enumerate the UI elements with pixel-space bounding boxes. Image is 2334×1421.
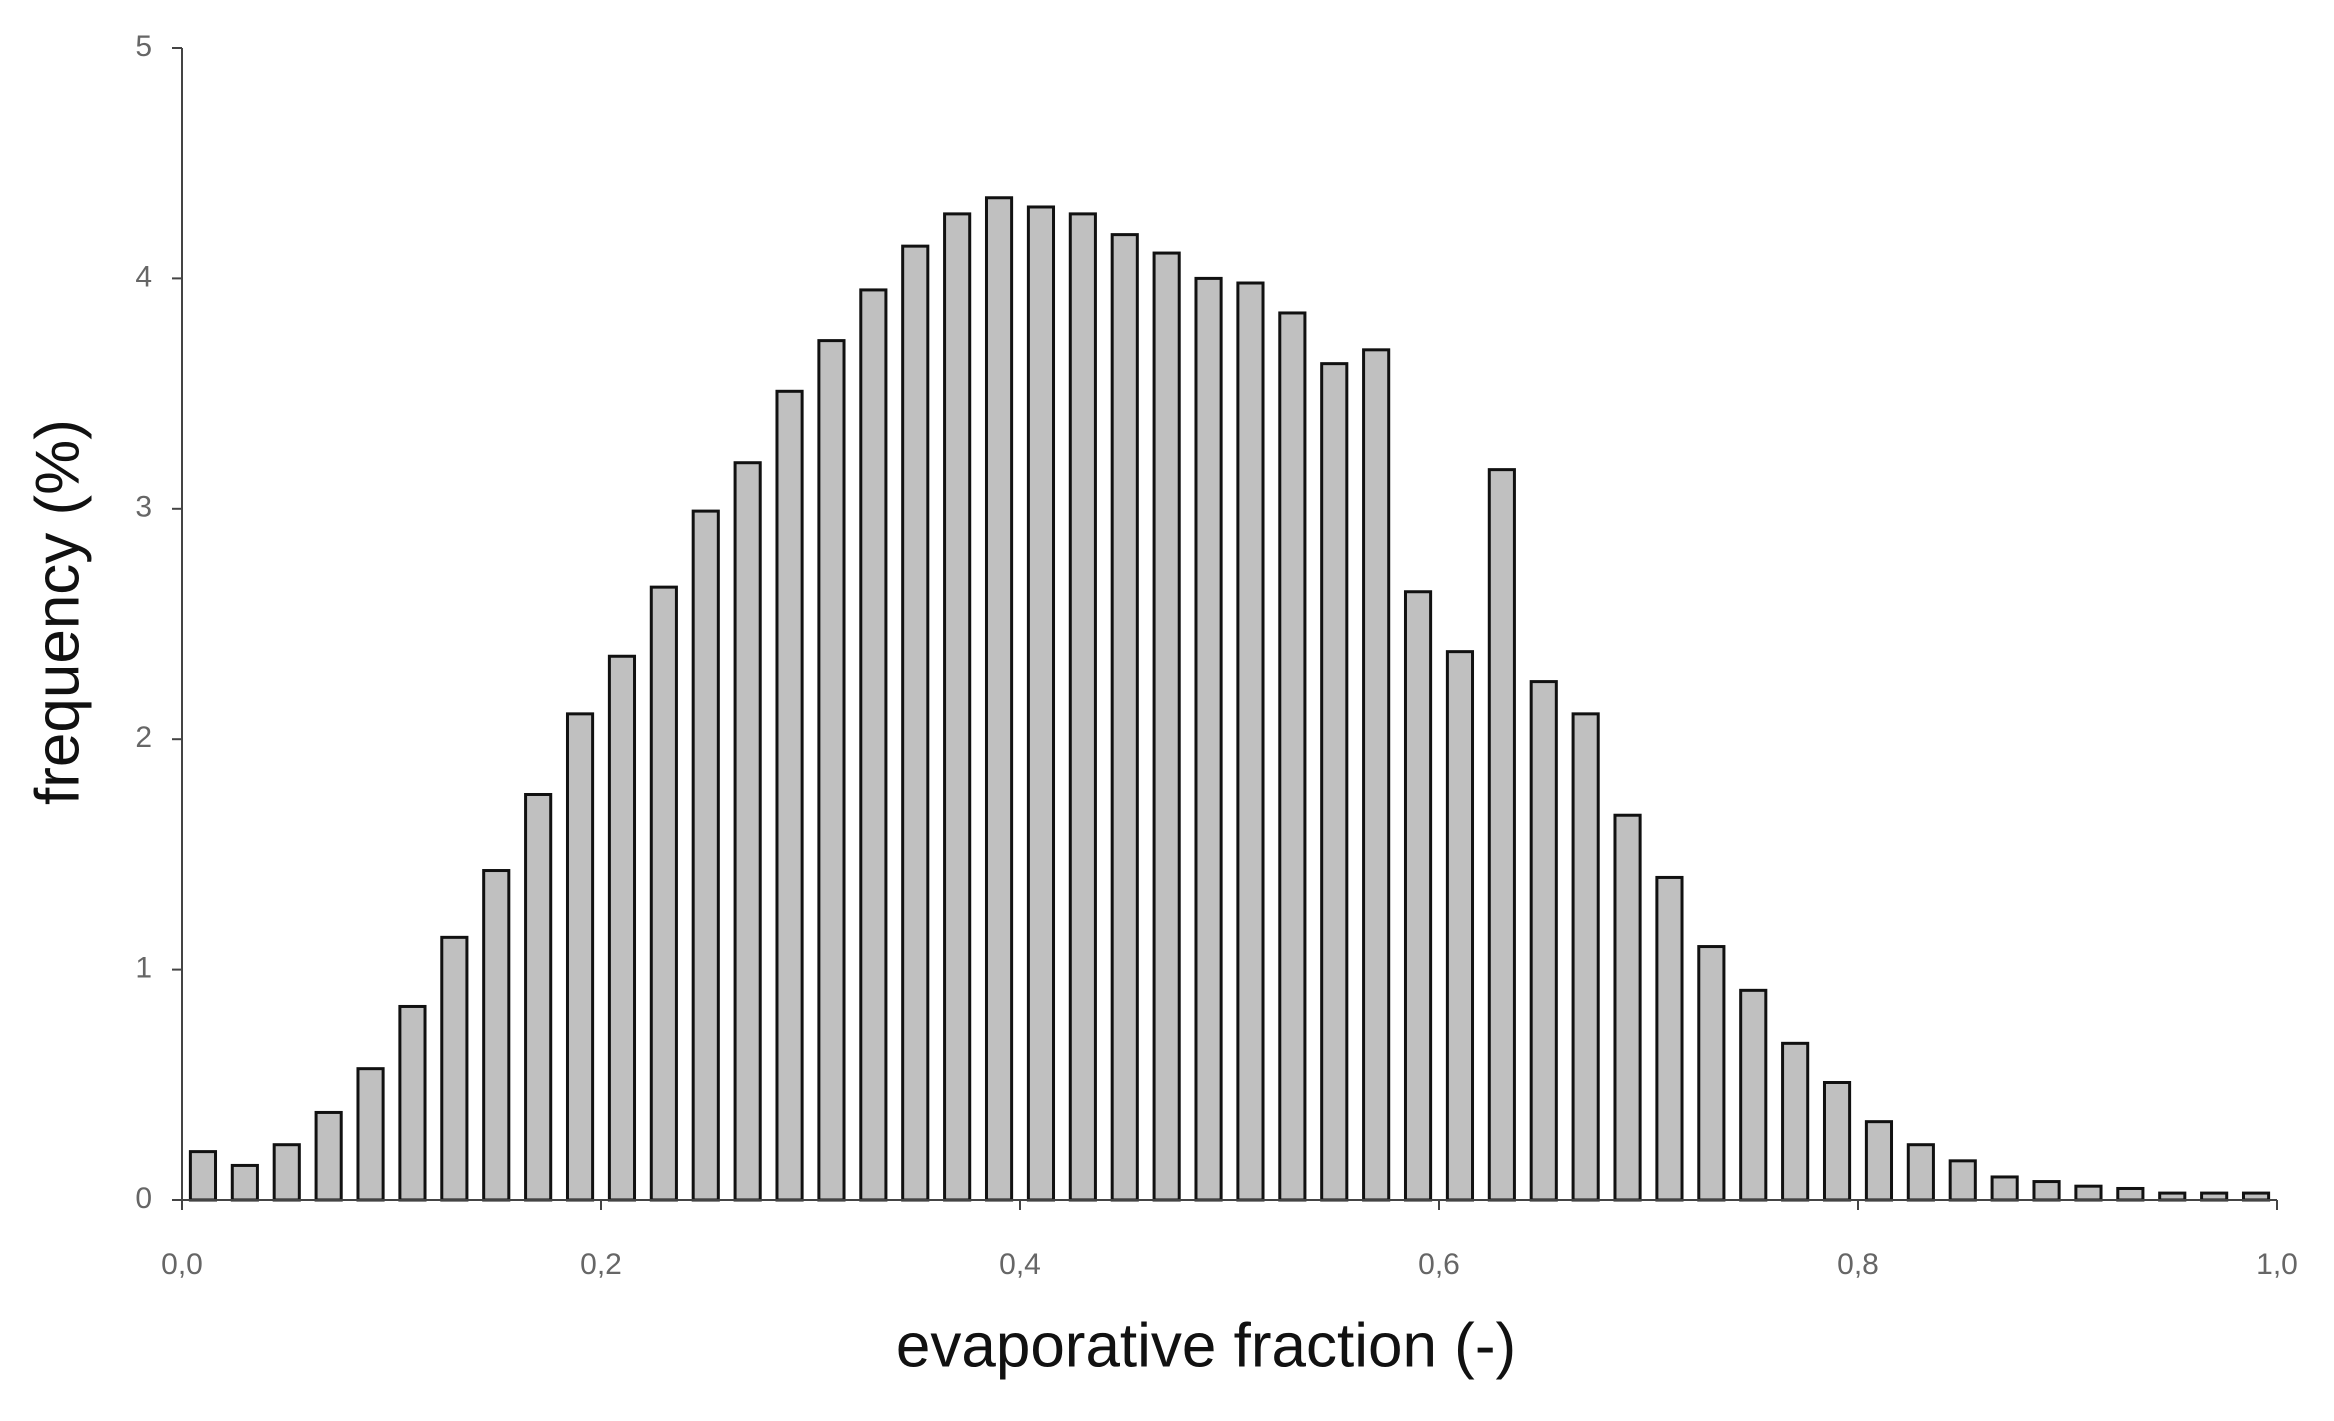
bar (314, 1110, 343, 1202)
bar (272, 1143, 301, 1202)
bar (1110, 233, 1139, 1202)
bar (2074, 1184, 2103, 1202)
bar (1068, 212, 1097, 1202)
x-axis-title: evaporative fraction (-) (896, 1311, 1516, 1380)
bar (398, 1004, 427, 1202)
bar (775, 389, 804, 1202)
bar (733, 461, 762, 1202)
bar (901, 244, 930, 1202)
y-tick-label: 5 (135, 30, 152, 63)
bar (1529, 680, 1558, 1202)
x-tick-label: 0,8 (1837, 1248, 1879, 1281)
bar (943, 212, 972, 1202)
bar (524, 792, 553, 1202)
x-tick-label: 0,4 (999, 1248, 1041, 1281)
bar (2158, 1191, 2187, 1202)
bar (1697, 945, 1726, 1202)
bar (1236, 281, 1265, 1202)
y-tick-label: 4 (135, 260, 152, 293)
bar (440, 935, 469, 1202)
bar (859, 288, 888, 1202)
bar (1906, 1143, 1935, 1202)
x-tick-label: 0,0 (161, 1248, 203, 1281)
y-tick-label: 0 (135, 1182, 152, 1215)
bar (1152, 251, 1181, 1202)
bar (817, 339, 846, 1202)
bar (188, 1150, 218, 1202)
bar (2241, 1191, 2271, 1202)
bar (2032, 1180, 2061, 1202)
bar (1613, 813, 1642, 1202)
y-tick-label: 2 (135, 721, 152, 754)
bar (1990, 1175, 2019, 1202)
bar (984, 196, 1014, 1202)
y-axis-title: frequency (%) (23, 419, 92, 805)
bar (1781, 1041, 1810, 1202)
x-tick-label: 0,6 (1418, 1248, 1460, 1281)
bar (691, 509, 720, 1202)
bar (565, 712, 595, 1202)
bar (1278, 311, 1307, 1202)
bar (1362, 348, 1391, 1202)
bar (1822, 1080, 1852, 1202)
bar (1487, 468, 1516, 1202)
bar (356, 1067, 385, 1202)
bar (482, 869, 511, 1202)
bar (1026, 205, 1056, 1202)
y-tick-label: 3 (135, 491, 152, 524)
bar (649, 585, 678, 1202)
bar (1864, 1120, 1894, 1202)
bar (1320, 362, 1349, 1202)
bar (1403, 590, 1433, 1202)
bar (607, 654, 637, 1202)
x-tick-label: 0,2 (580, 1248, 622, 1281)
x-tick-label: 1,0 (2256, 1248, 2298, 1281)
bar (2116, 1186, 2145, 1202)
bar (1445, 650, 1475, 1202)
y-tick-label: 1 (135, 952, 152, 985)
bar (2200, 1191, 2229, 1202)
bar (1655, 875, 1684, 1202)
bar (1948, 1159, 1977, 1202)
bar (1194, 276, 1223, 1202)
bar (1571, 712, 1600, 1202)
bar (230, 1163, 259, 1202)
bar (1739, 988, 1768, 1202)
